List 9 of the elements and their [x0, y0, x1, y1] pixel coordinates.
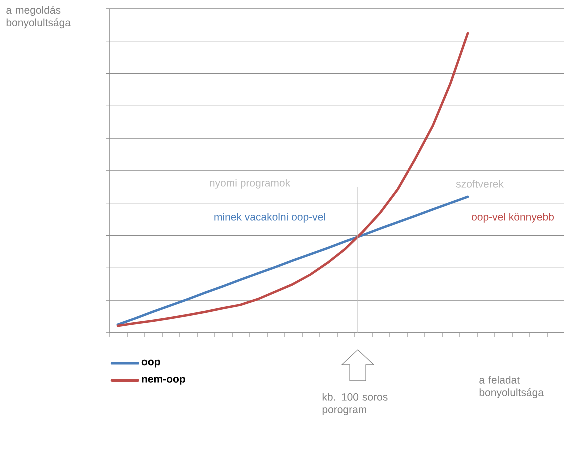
annotation: nyomi programok — [210, 179, 291, 189]
y-axis-title: a megoldás bonyolultsága — [6, 6, 71, 29]
annotation: oop-vel könnyebb — [472, 213, 554, 223]
x-axis-title: a feladat bonyolultsága — [480, 376, 544, 398]
legend-label: oop — [142, 360, 160, 368]
annotation: szoftverek — [456, 180, 504, 188]
annotation: minek vacakolni oop-vel — [214, 213, 326, 223]
text: kb. 100 soros porogram — [322, 393, 388, 416]
legend-label: nem-oop — [142, 377, 186, 385]
